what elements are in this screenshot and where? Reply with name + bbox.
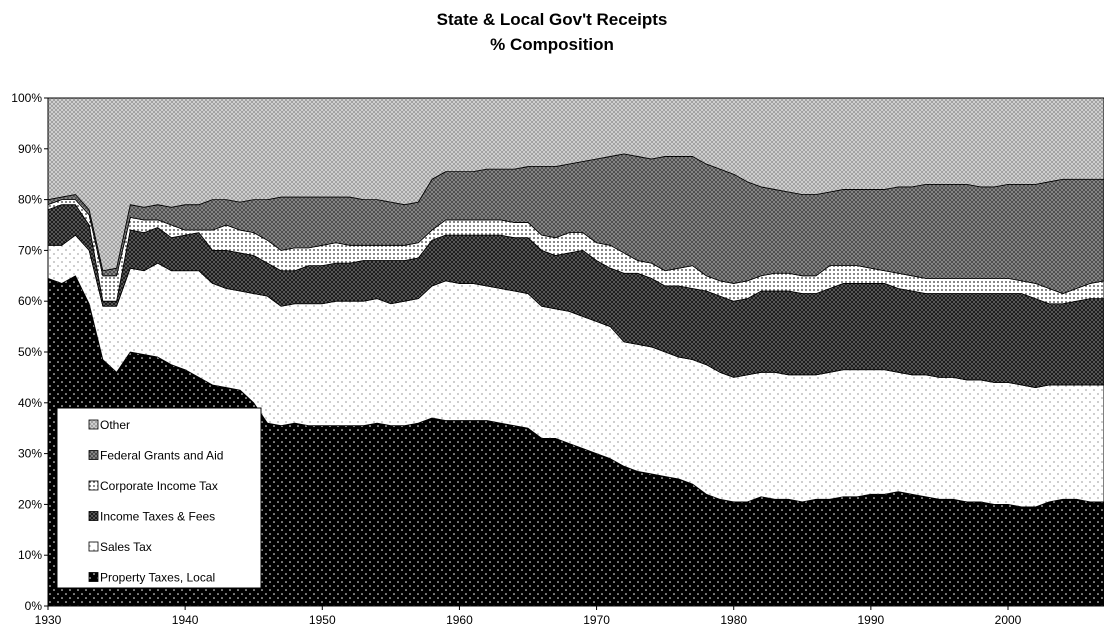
x-axis: 1930 1940 1950 1960 1970 1980 1990 2000 <box>35 606 1022 627</box>
y-tick-label: 40% <box>18 396 42 410</box>
y-tick-label: 80% <box>18 193 42 207</box>
legend-box <box>56 407 262 589</box>
y-tick-label: 20% <box>18 497 42 511</box>
legend-swatch <box>88 541 99 552</box>
y-tick-label: 70% <box>18 243 42 257</box>
y-axis: 0% 10% 20% 30% 40% 50% 60% 70% 80% 90% 100% <box>11 91 48 613</box>
legend-swatch <box>88 419 99 430</box>
legend-swatch <box>88 450 99 460</box>
legend-label: Sales Tax <box>100 540 152 554</box>
legend: Other Federal Grants and Aid Corporate Inc… <box>56 407 262 589</box>
x-tick-label: 2000 <box>995 613 1022 627</box>
x-tick-label: 1970 <box>583 613 610 627</box>
x-tick-label: 1930 <box>35 613 62 627</box>
x-tick-label: 1990 <box>858 613 885 627</box>
area-series-group <box>47 97 1104 607</box>
legend-swatch <box>88 480 99 491</box>
y-tick-label: 0% <box>25 599 43 613</box>
legend-label: Property Taxes, Local <box>100 571 215 585</box>
legend-swatch <box>88 572 99 582</box>
y-tick-label: 30% <box>18 447 42 461</box>
y-tick-label: 60% <box>18 294 42 308</box>
y-tick-label: 90% <box>18 142 42 156</box>
y-tick-label: 50% <box>18 345 42 359</box>
legend-swatch <box>88 511 99 521</box>
legend-label: Income Taxes & Fees <box>100 510 215 524</box>
legend-label: Federal Grants and Aid <box>100 449 223 463</box>
legend-label: Corporate Income Tax <box>100 479 218 493</box>
x-tick-label: 1980 <box>720 613 747 627</box>
chart-subtitle: % Composition <box>490 35 614 54</box>
x-tick-label: 1940 <box>172 613 199 627</box>
legend-label: Other <box>100 418 130 432</box>
x-tick-label: 1960 <box>446 613 473 627</box>
y-tick-label: 10% <box>18 548 42 562</box>
x-tick-label: 1950 <box>309 613 336 627</box>
y-tick-label: 100% <box>11 91 42 105</box>
chart-title: State & Local Gov't Receipts <box>437 10 668 29</box>
